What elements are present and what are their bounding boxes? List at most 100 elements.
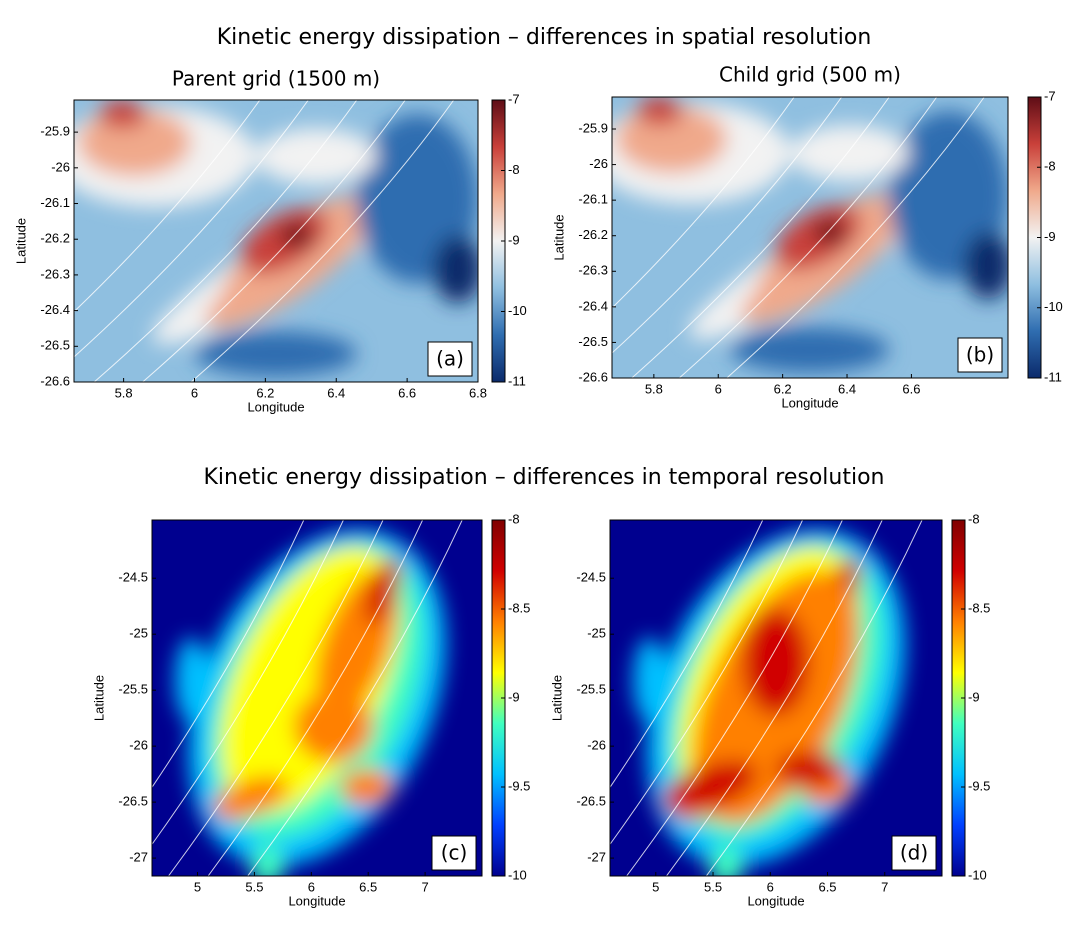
x-tick-label: 6.5 xyxy=(818,879,836,894)
y-tick-label: -26 xyxy=(129,738,148,753)
x-tick-label: 6 xyxy=(767,879,774,894)
y-tick-label: -25.9 xyxy=(40,124,70,139)
y-axis-label: Latitude xyxy=(551,214,566,260)
colorbar-tick-label: -8.5 xyxy=(968,600,990,615)
colorbar-tick-label: -7 xyxy=(1044,88,1056,103)
y-tick-label: -25 xyxy=(129,626,148,641)
contour-line xyxy=(678,97,938,378)
x-axis-label: Longitude xyxy=(288,893,345,908)
colorbar-tick-label: -9 xyxy=(968,689,980,704)
field-blob xyxy=(255,128,377,185)
y-tick-label: -26.1 xyxy=(578,192,608,207)
panel-label-box xyxy=(427,341,473,377)
y-axis-label: Latitude xyxy=(13,218,28,264)
colorbar-tick-label: -9 xyxy=(1044,229,1056,244)
panel-label: (b) xyxy=(966,343,994,367)
section-title: Kinetic energy dissipation – differences… xyxy=(204,465,885,490)
field-blob xyxy=(251,843,284,876)
y-tick-label: -26.1 xyxy=(40,195,70,210)
plot-frame xyxy=(609,519,943,877)
contour-line xyxy=(726,97,985,378)
field-blobs xyxy=(633,529,906,876)
contour-line xyxy=(666,520,883,876)
y-tick-label: -25.5 xyxy=(118,682,148,697)
field-blob xyxy=(742,609,810,716)
field-blob xyxy=(98,100,147,129)
x-tick-label: 5.8 xyxy=(645,381,663,396)
contour-line xyxy=(612,97,843,354)
y-tick-label: -26.2 xyxy=(578,227,608,242)
y-tick-label: -26.6 xyxy=(40,373,70,388)
y-tick-label: -26 xyxy=(587,738,606,753)
contour-line xyxy=(168,520,384,876)
field-blob xyxy=(635,97,684,126)
contour-line xyxy=(142,100,406,382)
x-tick-label: 6.4 xyxy=(327,385,345,400)
x-tick-label: 6.2 xyxy=(774,381,792,396)
x-tick-label: 6 xyxy=(191,385,198,400)
panel-label: (d) xyxy=(900,841,928,865)
contour-line xyxy=(93,100,358,382)
field xyxy=(610,520,942,876)
y-tick-label: -26.5 xyxy=(576,794,606,809)
field xyxy=(74,100,478,382)
field xyxy=(152,520,482,876)
panel-label-box xyxy=(891,835,937,871)
contour-line xyxy=(705,520,923,876)
x-tick-label: 7 xyxy=(881,879,888,894)
y-tick-label: -25.9 xyxy=(578,120,608,135)
field-blob xyxy=(709,843,743,876)
field-blobs xyxy=(612,97,1008,373)
colorbar-tick-label: -11 xyxy=(1044,369,1062,384)
field-blob xyxy=(175,637,209,723)
y-tick-label: -26.5 xyxy=(40,338,70,353)
x-tick-label: 6.2 xyxy=(256,385,274,400)
x-tick-label: 5.5 xyxy=(704,879,722,894)
field-blob xyxy=(964,231,1008,300)
y-tick-label: -24.5 xyxy=(576,570,606,585)
x-tick-label: 6 xyxy=(308,879,315,894)
x-axis-label: Longitude xyxy=(247,399,304,414)
plot-frame xyxy=(151,519,483,877)
contour-line xyxy=(626,520,843,876)
contour-line xyxy=(247,520,463,876)
contour-line xyxy=(207,520,424,876)
y-tick-label: -26.4 xyxy=(40,302,70,317)
contour-line xyxy=(610,520,764,789)
contour-line xyxy=(152,520,344,846)
panel-label: (c) xyxy=(441,841,468,865)
x-tick-label: 6.8 xyxy=(469,385,487,400)
x-tick-label: 6 xyxy=(715,381,722,396)
contour-line xyxy=(74,100,309,358)
colorbar-tick-label: -8 xyxy=(968,511,980,526)
x-tick-label: 6.4 xyxy=(838,381,856,396)
y-tick-label: -26.4 xyxy=(578,298,608,313)
field-blob xyxy=(195,331,357,377)
field-blobs xyxy=(74,100,478,377)
colorbar-tick-label: -9 xyxy=(508,689,520,704)
x-axis-label: Longitude xyxy=(747,893,804,908)
y-tick-label: -26.3 xyxy=(40,266,70,281)
plot-frame xyxy=(73,99,479,383)
x-tick-label: 5 xyxy=(194,879,201,894)
contour-line xyxy=(74,100,261,313)
field-blob xyxy=(340,769,393,805)
x-tick-label: 6.5 xyxy=(359,879,377,894)
field-blobs xyxy=(175,529,446,876)
x-tick-label: 5.5 xyxy=(245,879,263,894)
colorbar-tick-label: -8 xyxy=(1044,159,1056,174)
y-tick-label: -25 xyxy=(587,626,606,641)
contour-line xyxy=(612,97,795,309)
colorbar-tick-label: -10 xyxy=(1044,299,1063,314)
field-blob xyxy=(213,776,289,820)
field-blob xyxy=(730,327,890,373)
colorbar-tick-label: -9 xyxy=(508,232,520,247)
contour-line xyxy=(152,520,305,789)
colorbar-tick-label: -10 xyxy=(508,303,527,318)
colorbar-tick-label: -10 xyxy=(508,867,527,882)
y-tick-label: -27 xyxy=(129,850,148,865)
x-tick-label: 7 xyxy=(421,879,428,894)
field-blob xyxy=(280,224,313,247)
y-tick-label: -26.2 xyxy=(40,231,70,246)
panel-label-box xyxy=(431,835,477,871)
